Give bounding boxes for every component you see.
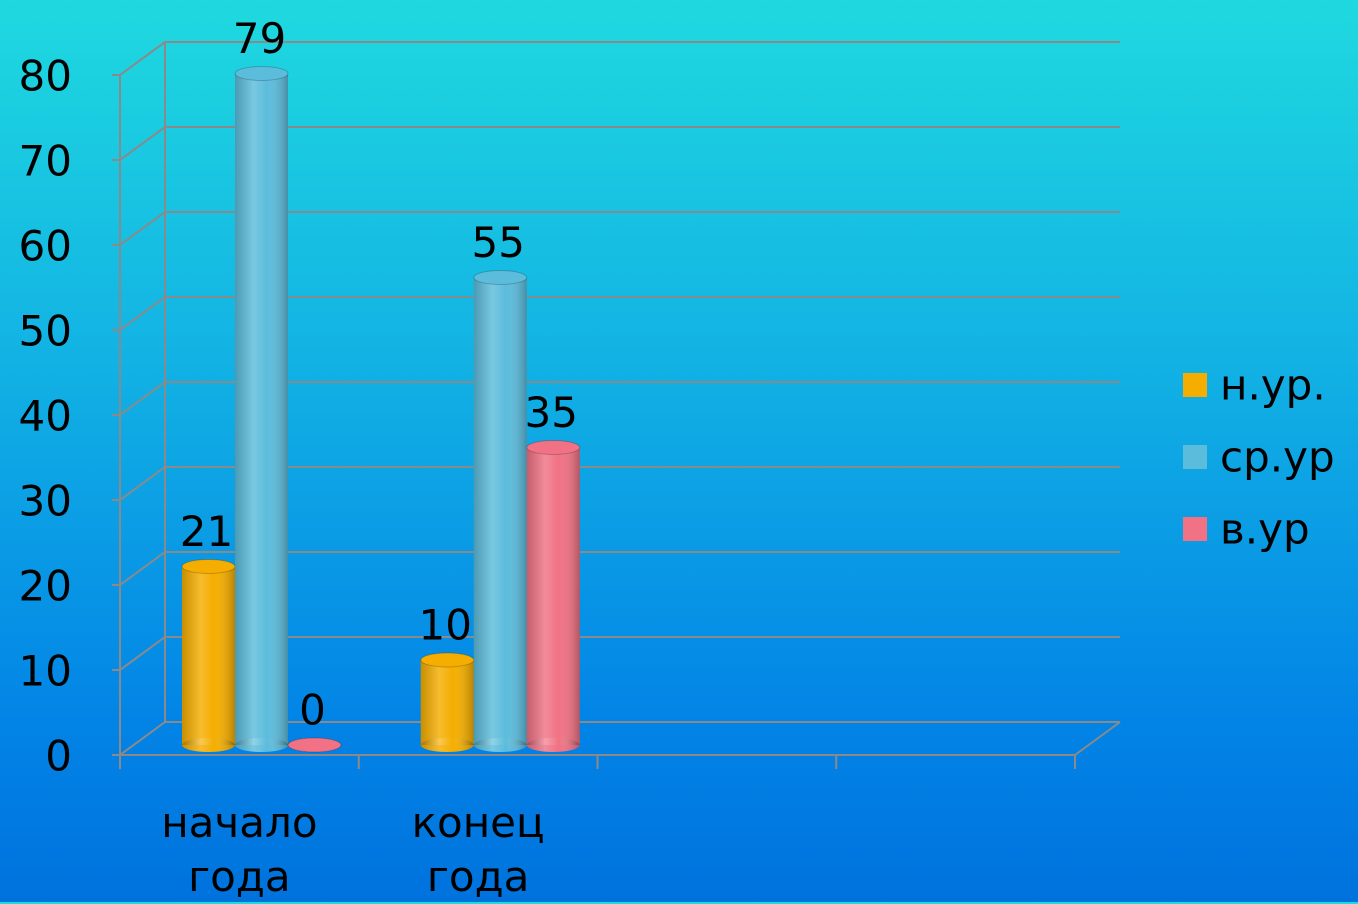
grid-line [119, 296, 1120, 331]
legend-swatch [1183, 445, 1207, 469]
bar-shade [182, 566, 235, 745]
x-tick-label: конец года [411, 798, 545, 901]
value-label: 0 [299, 686, 326, 735]
grid-line [119, 381, 1120, 416]
grid-line [119, 721, 1120, 756]
bar [181, 559, 236, 752]
legend-label: ср.ур [1220, 433, 1335, 482]
y-tick-label: 30 [19, 477, 72, 526]
y-tick-label: 50 [19, 307, 72, 356]
bar-shade [182, 738, 235, 752]
legend-label: в.ур [1220, 505, 1310, 554]
legend-label: н.ур. [1220, 361, 1326, 410]
value-label: 79 [233, 14, 286, 63]
y-tick-label: 40 [19, 392, 72, 441]
y-tick-label: 20 [19, 562, 72, 611]
value-label: 10 [419, 601, 472, 650]
y-tick-label: 70 [19, 137, 72, 186]
bar [420, 652, 475, 752]
grid-line [119, 636, 1120, 671]
value-label: 21 [180, 507, 233, 556]
bar-shade [473, 738, 527, 752]
bar-shade [526, 738, 580, 752]
y-tick-label: 0 [45, 732, 72, 781]
grid-line [119, 41, 1120, 76]
bar [526, 440, 581, 752]
bar-top [526, 440, 581, 455]
grid-line [119, 126, 1120, 161]
bar-shade [235, 738, 288, 752]
bar [234, 66, 289, 752]
bar-shade [235, 73, 288, 745]
y-tick-label: 10 [19, 647, 72, 696]
legend-swatch [1183, 517, 1207, 541]
floor-edge [1074, 721, 1121, 756]
bar [287, 737, 342, 753]
bar-top [234, 66, 289, 81]
y-tick-label: 80 [19, 52, 72, 101]
grid-line [119, 551, 1120, 586]
bar-shade [526, 447, 580, 745]
bar-shade [420, 660, 474, 745]
legend-swatch [1183, 373, 1207, 397]
y-tick-label: 60 [19, 222, 72, 271]
bar-top [420, 652, 475, 668]
bar-shade [473, 277, 527, 745]
bar-top [287, 737, 342, 753]
bar-top [181, 559, 236, 574]
value-label: 35 [525, 388, 578, 437]
bar [473, 270, 528, 752]
x-tick-label: начало года [161, 798, 318, 901]
bar-shade [420, 738, 474, 752]
grid-line [119, 466, 1120, 501]
bar-top [473, 270, 528, 285]
grid-line [119, 211, 1120, 246]
value-label: 55 [472, 218, 525, 267]
